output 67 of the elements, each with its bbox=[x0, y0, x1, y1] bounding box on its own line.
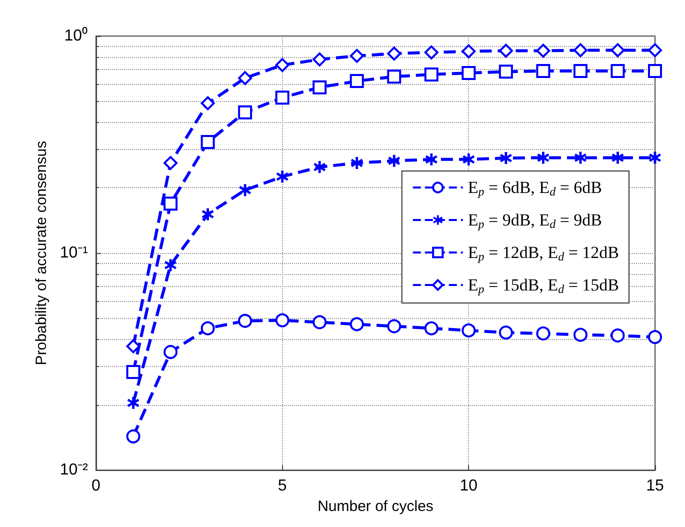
point bbox=[200, 321, 215, 336]
point bbox=[387, 46, 402, 61]
y-tick-label: 10⁻¹ bbox=[60, 244, 88, 262]
y-axis-title: Probability of accurate consensus bbox=[32, 140, 50, 366]
point bbox=[498, 44, 513, 58]
point bbox=[425, 153, 438, 166]
point bbox=[573, 43, 588, 58]
point bbox=[649, 152, 661, 164]
point bbox=[536, 64, 550, 78]
point bbox=[238, 314, 252, 328]
point bbox=[202, 208, 214, 220]
point bbox=[239, 184, 252, 196]
point bbox=[164, 156, 178, 170]
point bbox=[462, 44, 476, 58]
point bbox=[312, 80, 327, 94]
point bbox=[275, 313, 290, 328]
x-tick-label: 5 bbox=[278, 478, 287, 495]
point bbox=[612, 152, 624, 164]
point bbox=[610, 328, 625, 342]
point bbox=[462, 66, 476, 80]
y-tick-label: 10⁻² bbox=[60, 462, 89, 479]
point bbox=[424, 67, 438, 82]
point bbox=[573, 328, 588, 342]
point bbox=[314, 161, 326, 174]
point bbox=[574, 152, 586, 164]
point bbox=[498, 326, 513, 340]
x-tick-label: 0 bbox=[92, 478, 101, 495]
point bbox=[350, 74, 364, 88]
point bbox=[500, 152, 512, 164]
point bbox=[276, 170, 288, 183]
point bbox=[537, 152, 550, 164]
point bbox=[238, 105, 252, 120]
point bbox=[164, 196, 178, 211]
point bbox=[164, 259, 177, 272]
point bbox=[648, 43, 662, 58]
y-tick-label: 10⁰ bbox=[64, 26, 88, 44]
point bbox=[387, 70, 402, 84]
point bbox=[648, 330, 662, 344]
x-axis-title: Number of cycles bbox=[318, 498, 434, 515]
point bbox=[648, 64, 662, 78]
point bbox=[200, 96, 215, 110]
point bbox=[127, 396, 140, 409]
point bbox=[164, 345, 178, 360]
point bbox=[536, 44, 550, 58]
point bbox=[200, 134, 215, 149]
point bbox=[536, 326, 550, 340]
point bbox=[275, 90, 290, 105]
point bbox=[610, 43, 625, 58]
point bbox=[462, 323, 476, 338]
point bbox=[350, 48, 364, 63]
point bbox=[350, 156, 363, 169]
x-tick-label: 10 bbox=[460, 478, 478, 495]
point bbox=[275, 58, 290, 72]
point bbox=[387, 319, 402, 334]
point bbox=[388, 154, 400, 167]
point bbox=[573, 64, 588, 78]
point bbox=[610, 64, 625, 78]
x-tick-label: 15 bbox=[646, 478, 664, 495]
point bbox=[462, 153, 475, 166]
point bbox=[424, 45, 438, 60]
point bbox=[126, 365, 140, 380]
point bbox=[312, 315, 327, 330]
point bbox=[126, 429, 140, 444]
point bbox=[498, 64, 513, 79]
point bbox=[312, 52, 327, 66]
point bbox=[424, 321, 438, 336]
point bbox=[350, 317, 364, 332]
